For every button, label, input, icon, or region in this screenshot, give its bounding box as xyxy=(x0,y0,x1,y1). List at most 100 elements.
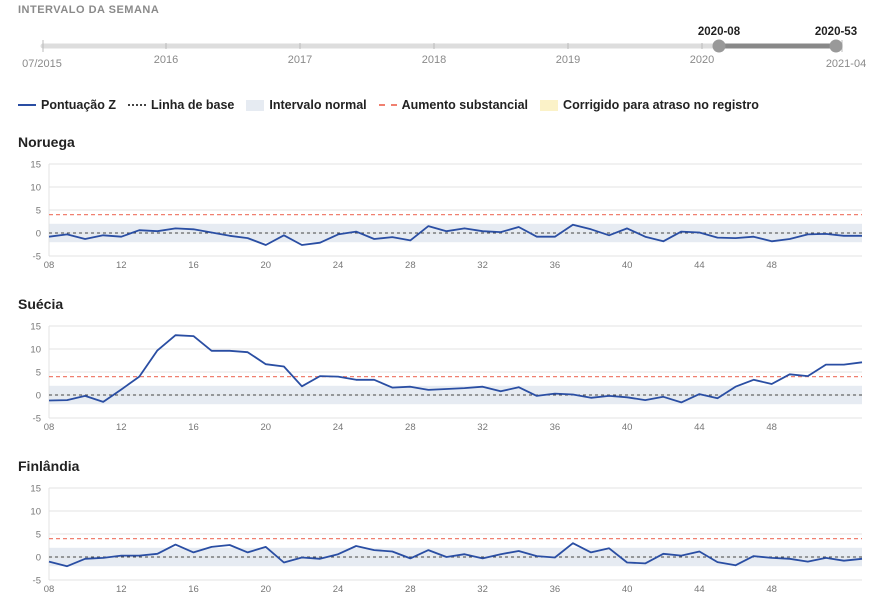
zscore-data-point[interactable] xyxy=(191,550,195,554)
slider-handle-end[interactable] xyxy=(829,39,843,53)
zscore-data-point[interactable] xyxy=(715,560,719,564)
zscore-data-point[interactable] xyxy=(119,553,123,557)
legend-label-normal-range: Intervalo normal xyxy=(269,98,367,112)
zscore-data-point[interactable] xyxy=(842,558,846,562)
x-tick-label: 24 xyxy=(333,260,344,271)
zscore-data-point[interactable] xyxy=(769,556,773,560)
x-tick-label: 08 xyxy=(44,422,55,433)
zscore-data-point[interactable] xyxy=(751,554,755,558)
legend-label-corrected: Corrigido para atraso no registro xyxy=(563,98,759,112)
y-tick-label: 0 xyxy=(36,553,41,564)
zscore-data-point[interactable] xyxy=(173,542,177,546)
y-tick-label: -5 xyxy=(33,414,41,425)
zscore-data-point[interactable] xyxy=(498,552,502,556)
zscore-data-point[interactable] xyxy=(282,560,286,564)
zscore-data-point[interactable] xyxy=(300,555,304,559)
x-tick-label: 44 xyxy=(694,260,705,271)
zscore-data-point[interactable] xyxy=(426,548,430,552)
slider-handle-start[interactable] xyxy=(712,39,726,53)
slider-year-tick-label: 2019 xyxy=(556,54,580,66)
legend-swatch-corrected xyxy=(540,99,559,111)
x-tick-label: 20 xyxy=(261,584,272,595)
y-tick-label: 0 xyxy=(36,391,41,402)
zscore-data-point[interactable] xyxy=(788,557,792,561)
y-tick-label: 10 xyxy=(30,345,41,356)
zscore-data-point[interactable] xyxy=(408,556,412,560)
zscore-data-point[interactable] xyxy=(607,546,611,550)
legend-item-corrected[interactable]: Corrigido para atraso no registro xyxy=(540,98,759,112)
slider-start-label: 07/2015 xyxy=(22,58,62,70)
zscore-data-point[interactable] xyxy=(860,557,864,561)
zscore-data-point[interactable] xyxy=(336,552,340,556)
legend-item-substantial[interactable]: Aumento substancial xyxy=(378,98,529,112)
y-tick-label: 5 xyxy=(36,368,41,379)
zscore-data-point[interactable] xyxy=(390,549,394,553)
zscore-data-point[interactable] xyxy=(589,550,593,554)
zscore-data-point[interactable] xyxy=(661,552,665,556)
x-tick-label: 36 xyxy=(550,260,561,271)
zscore-data-point[interactable] xyxy=(625,560,629,564)
x-tick-label: 20 xyxy=(261,422,272,433)
zscore-data-point[interactable] xyxy=(535,554,539,558)
x-tick-label: 12 xyxy=(116,422,127,433)
zscore-data-point[interactable] xyxy=(462,552,466,556)
slider-year-tick-label: 2020 xyxy=(690,54,714,66)
zscore-data-point[interactable] xyxy=(679,553,683,557)
zscore-data-point[interactable] xyxy=(806,559,810,563)
legend-item-zscore[interactable]: Pontuação Z xyxy=(18,98,116,112)
zscore-data-point[interactable] xyxy=(101,556,105,560)
zscore-data-point[interactable] xyxy=(480,556,484,560)
y-tick-label: 15 xyxy=(30,322,41,333)
x-tick-label: 32 xyxy=(477,584,488,595)
x-tick-label: 12 xyxy=(116,260,127,271)
legend-label-zscore: Pontuação Z xyxy=(41,98,117,112)
legend-label-baseline: Linha de base xyxy=(151,98,235,112)
zscore-data-point[interactable] xyxy=(444,555,448,559)
legend-label-substantial: Aumento substancial xyxy=(401,98,529,112)
legend-item-baseline[interactable]: Linha de base xyxy=(128,98,234,112)
x-tick-label: 48 xyxy=(766,422,777,433)
zscore-series-line[interactable] xyxy=(48,542,863,568)
zscore-data-point[interactable] xyxy=(697,549,701,553)
zscore-data-point[interactable] xyxy=(47,559,51,563)
y-tick-label: 10 xyxy=(30,507,41,518)
range-selector-title: INTERVALO DA SEMANA xyxy=(18,4,160,16)
zscore-data-point[interactable] xyxy=(643,561,647,565)
y-tick-label: -5 xyxy=(33,252,41,263)
zscore-series-line[interactable] xyxy=(48,223,862,246)
zscore-data-point[interactable] xyxy=(246,550,250,554)
y-tick-label: 10 xyxy=(30,183,41,194)
zscore-data-point[interactable] xyxy=(571,541,575,545)
zscore-data-point[interactable] xyxy=(209,545,213,549)
zscore-data-point[interactable] xyxy=(155,552,159,556)
legend-swatch-normal-range xyxy=(246,99,265,111)
zscore-data-point[interactable] xyxy=(83,557,87,561)
zscore-data-point[interactable] xyxy=(824,556,828,560)
x-tick-label: 12 xyxy=(116,584,127,595)
zscore-data-point[interactable] xyxy=(553,555,557,559)
slider-year-ticks: 2016 2017 2018 2019 2020 xyxy=(154,43,714,66)
slider-year-tick-label: 2018 xyxy=(422,54,446,66)
zscore-data-point[interactable] xyxy=(354,544,358,548)
x-tick-label: 28 xyxy=(405,584,416,595)
zscore-series-line[interactable] xyxy=(48,334,863,404)
zscore-data-point[interactable] xyxy=(733,563,737,567)
zscore-data-point[interactable] xyxy=(318,557,322,561)
zscore-data-point[interactable] xyxy=(517,549,521,553)
zscore-data-point[interactable] xyxy=(227,543,231,547)
week-range-slider[interactable]: 2020-08 2020-53 07/2015 2021-04 2016 2017… xyxy=(0,0,880,80)
legend-item-normal-range[interactable]: Intervalo normal xyxy=(246,98,367,112)
y-tick-label: -5 xyxy=(33,576,41,587)
x-tick-label: 16 xyxy=(188,584,199,595)
zscore-data-point[interactable] xyxy=(137,553,141,557)
zscore-data-point[interactable] xyxy=(65,564,69,568)
x-tick-label: 36 xyxy=(550,584,561,595)
x-tick-label: 28 xyxy=(405,260,416,271)
x-tick-label: 44 xyxy=(694,422,705,433)
zscore-data-point[interactable] xyxy=(372,548,376,552)
zscore-data-point[interactable] xyxy=(264,545,268,549)
chart-title-finlandia: Finlândia xyxy=(18,458,80,474)
